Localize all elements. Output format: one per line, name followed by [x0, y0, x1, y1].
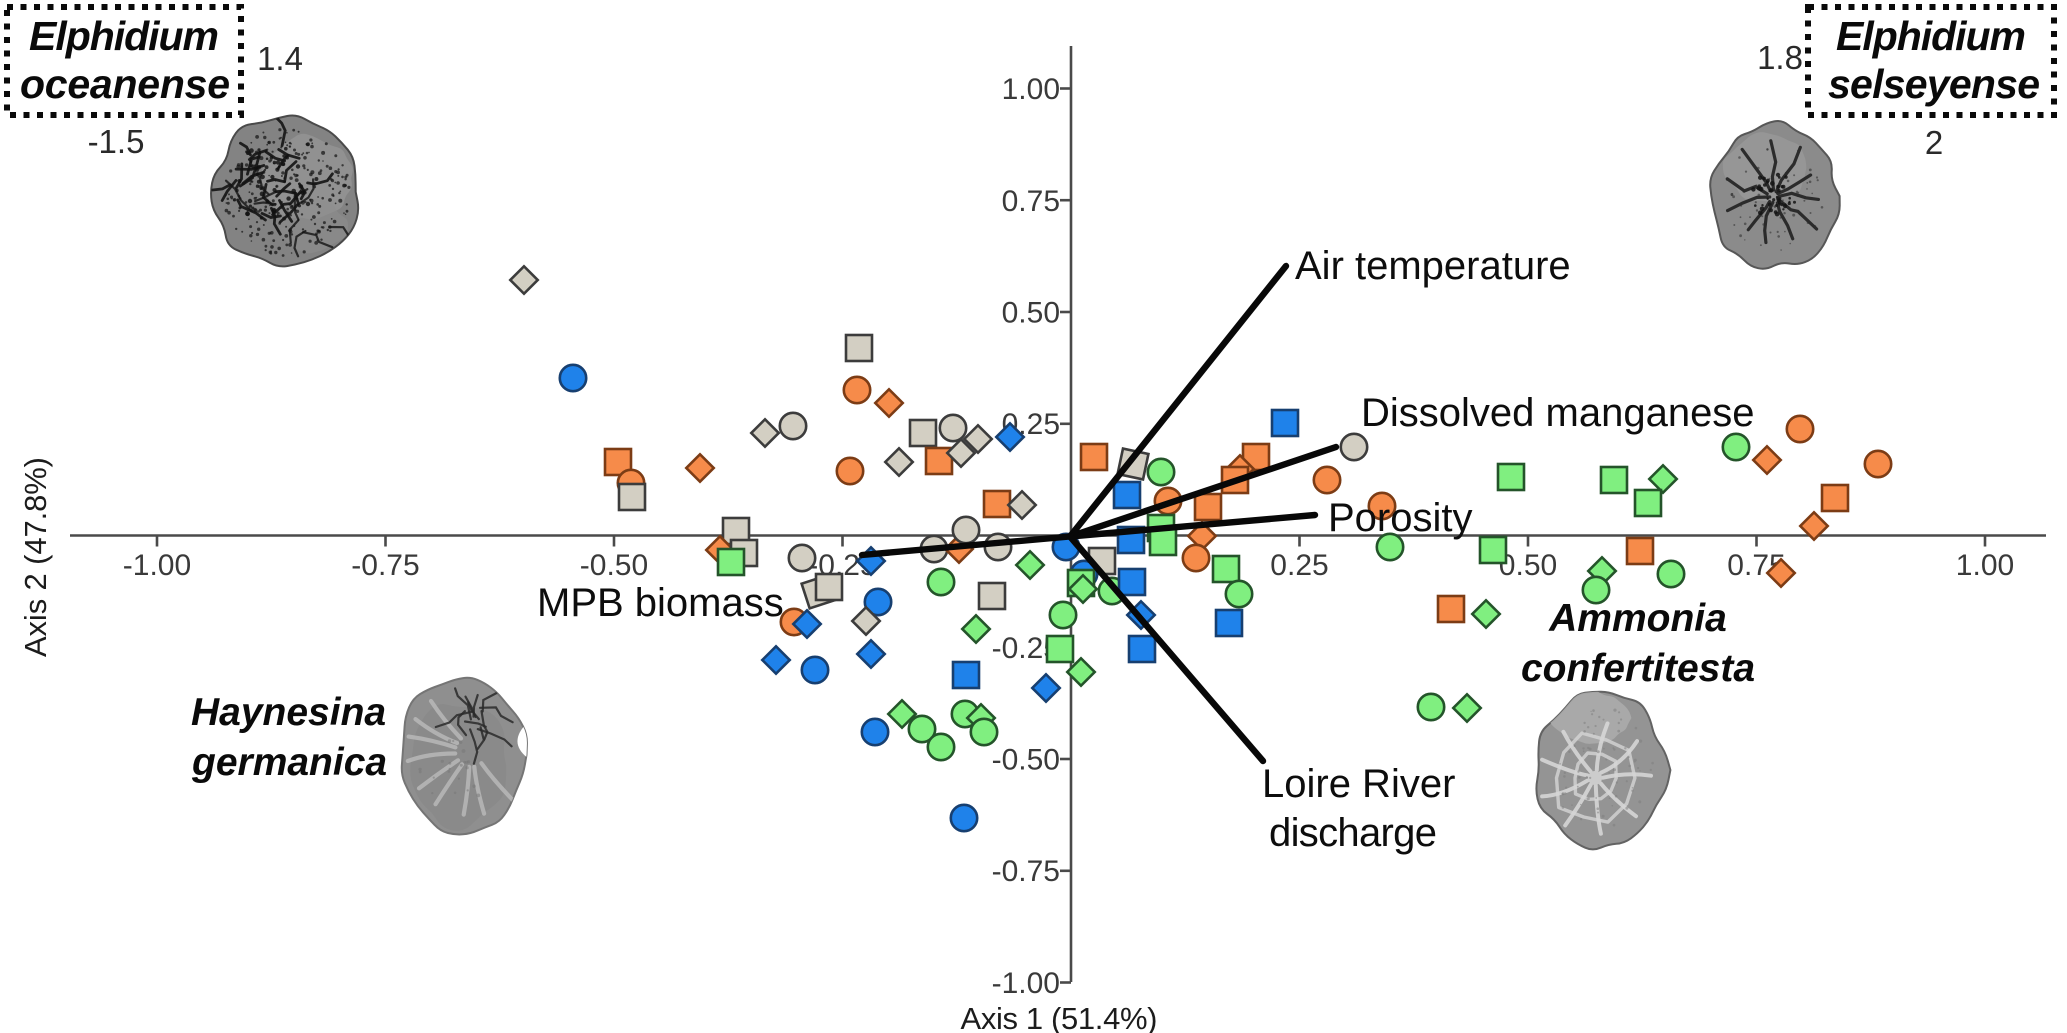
svg-text:Haynesina: Haynesina [191, 691, 386, 734]
svg-text:selseyense: selseyense [1828, 61, 2040, 107]
svg-text:Air temperature: Air temperature [1295, 244, 1571, 288]
svg-text:0.50: 0.50 [1002, 297, 1060, 330]
svg-text:oceanense: oceanense [20, 61, 230, 107]
svg-text:MPB biomass: MPB biomass [537, 581, 784, 625]
svg-text:0.50: 0.50 [1499, 549, 1557, 582]
svg-text:-0.75: -0.75 [351, 549, 419, 582]
svg-text:Elphidium: Elphidium [1836, 13, 2026, 59]
svg-text:0.75: 0.75 [1002, 185, 1060, 218]
svg-text:-1.00: -1.00 [123, 549, 191, 582]
svg-text:1.00: 1.00 [1002, 73, 1060, 106]
svg-text:1.8: 1.8 [1757, 39, 1803, 76]
svg-text:0.25: 0.25 [1270, 549, 1328, 582]
svg-text:discharge: discharge [1269, 811, 1437, 855]
svg-text:Axis 1 (51.4%): Axis 1 (51.4%) [961, 1001, 1158, 1033]
svg-text:1.4: 1.4 [257, 40, 303, 77]
svg-text:Ammonia: Ammonia [1548, 597, 1727, 640]
svg-text:germanica: germanica [191, 741, 387, 784]
svg-text:-0.50: -0.50 [580, 549, 648, 582]
svg-text:confertitesta: confertitesta [1521, 647, 1755, 690]
svg-text:-1.5: -1.5 [88, 123, 145, 160]
svg-text:Porosity: Porosity [1328, 496, 1473, 540]
svg-text:-1.00: -1.00 [992, 967, 1060, 1000]
svg-text:Loire River: Loire River [1262, 762, 1455, 806]
svg-text:Axis 2 (47.8%): Axis 2 (47.8%) [18, 457, 53, 657]
svg-text:1.00: 1.00 [1956, 549, 2014, 582]
svg-text:-0.50: -0.50 [992, 744, 1060, 777]
svg-text:Elphidium: Elphidium [29, 13, 219, 59]
svg-text:-0.75: -0.75 [992, 855, 1060, 888]
svg-text:Dissolved manganese: Dissolved manganese [1361, 391, 1755, 435]
svg-text:2: 2 [1925, 124, 1943, 161]
